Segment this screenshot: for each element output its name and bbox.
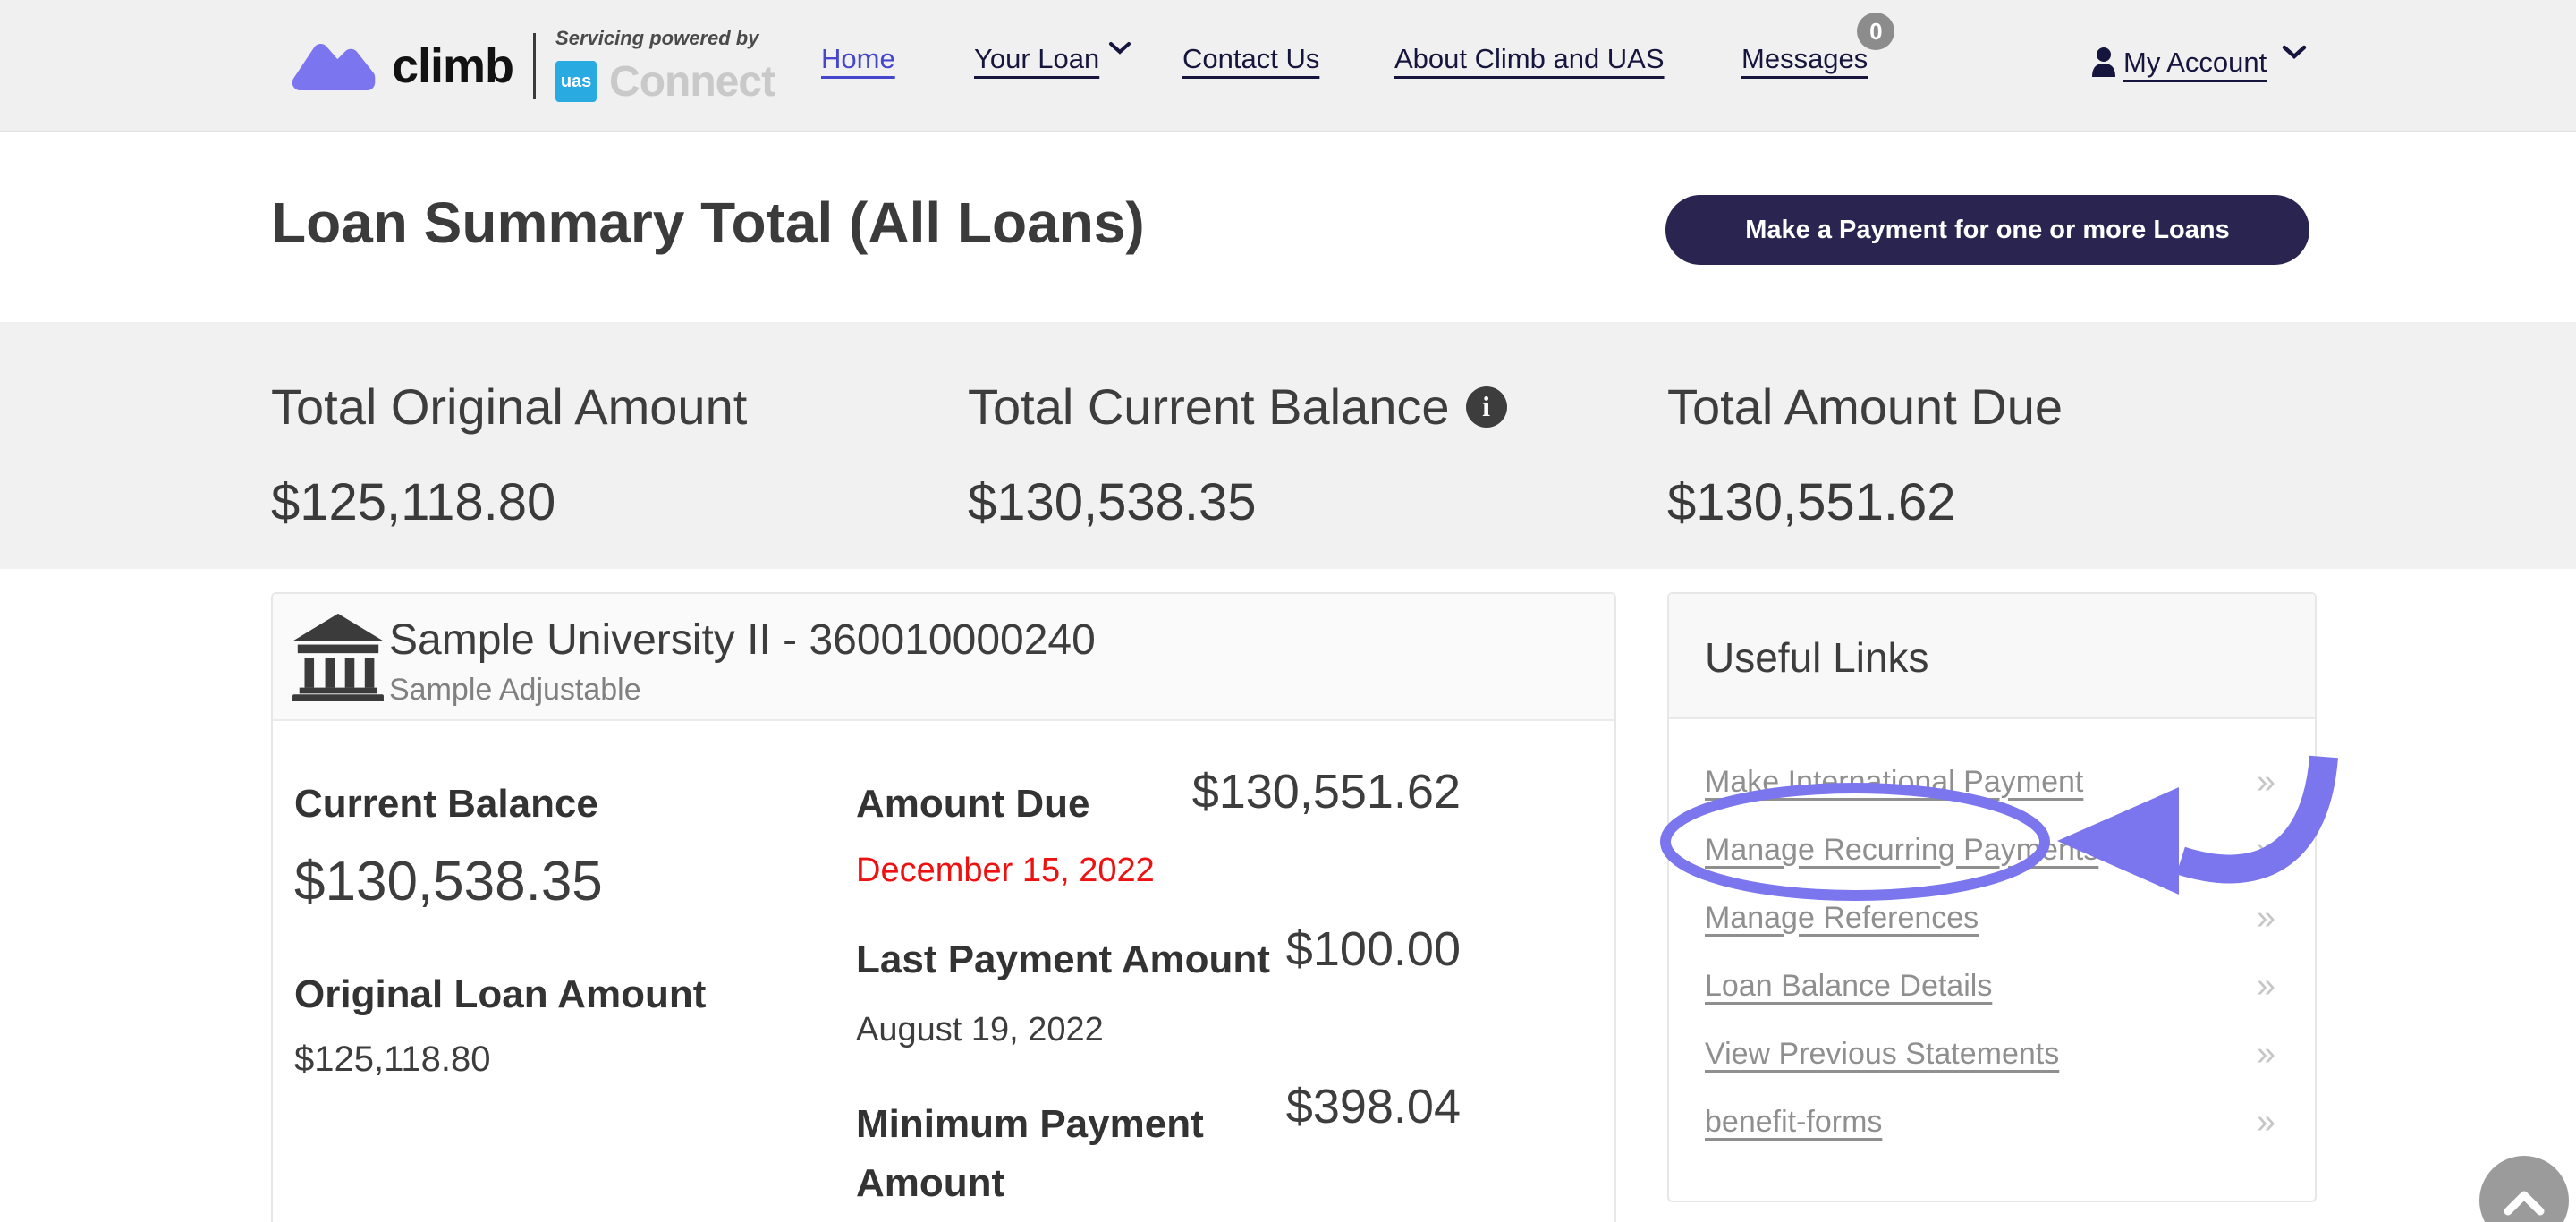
nav-contact-us-link[interactable]: Contact Us bbox=[1182, 43, 1320, 74]
servicing-lockup: Servicing powered by uas Connect bbox=[555, 27, 775, 106]
climb-logo-text: climb bbox=[392, 39, 514, 93]
messages-count-badge: 0 bbox=[1857, 13, 1895, 50]
user-icon bbox=[2092, 47, 2115, 77]
last-payment-amount-value: $100.00 bbox=[1285, 922, 1461, 976]
nav-about-link[interactable]: About Climb and UAS bbox=[1394, 43, 1665, 74]
amount-due-label: Amount Due bbox=[856, 782, 1090, 826]
total-current-balance-label: Total Current Balance i bbox=[968, 378, 1507, 436]
scroll-to-top-button[interactable] bbox=[2479, 1156, 2569, 1222]
link-row: Loan Balance Details » bbox=[1705, 961, 2275, 1011]
nav-your-loan-link[interactable]: Your Loan bbox=[974, 42, 1131, 75]
total-current-balance-text: Total Current Balance bbox=[968, 378, 1450, 435]
make-payment-button[interactable]: Make a Payment for one or more Loans bbox=[1665, 195, 2309, 265]
manage-references-link[interactable]: Manage References bbox=[1705, 900, 1979, 935]
logo-divider bbox=[533, 33, 537, 99]
loan-summary-card: Sample University II - 360010000240 Samp… bbox=[271, 592, 1616, 1222]
original-loan-amount-value: $125,118.80 bbox=[294, 1040, 491, 1079]
total-amount-due-value: $130,551.62 bbox=[1667, 473, 1956, 531]
nav-messages-link[interactable]: Messages 0 bbox=[1741, 13, 1895, 75]
nav-your-loan-label: Your Loan bbox=[974, 43, 1100, 74]
loan-title: Sample University II - 360010000240 bbox=[389, 616, 1096, 664]
amount-due-value: $130,551.62 bbox=[1191, 765, 1461, 819]
current-balance-label: Current Balance bbox=[294, 782, 598, 826]
original-loan-amount-label: Original Loan Amount bbox=[294, 972, 707, 1016]
link-row: benefit-forms » bbox=[1705, 1097, 2275, 1147]
chevron-up-icon bbox=[2504, 1191, 2545, 1216]
loan-card-header: Sample University II - 360010000240 Samp… bbox=[273, 594, 1614, 721]
top-navigation-bar: climb Servicing powered by uas Connect H… bbox=[0, 0, 2576, 132]
servicing-tagline: Servicing powered by bbox=[555, 26, 759, 49]
bank-icon bbox=[292, 613, 384, 701]
chevron-down-icon bbox=[2281, 44, 2313, 64]
minimum-payment-label: Minimum Payment Amount bbox=[856, 1102, 1204, 1205]
loan-balance-details-link[interactable]: Loan Balance Details bbox=[1705, 968, 1993, 1003]
info-icon[interactable]: i bbox=[1465, 386, 1507, 428]
uas-logo: uas bbox=[555, 61, 597, 102]
my-account-menu[interactable]: My Account bbox=[2089, 44, 2313, 79]
chevron-right-icon: » bbox=[2256, 762, 2275, 801]
useful-links-title: Useful Links bbox=[1705, 634, 1929, 681]
chevron-right-icon: » bbox=[2256, 830, 2275, 869]
minimum-payment-value: $398.04 bbox=[1285, 1080, 1461, 1133]
brand-lockup: climb Servicing powered by uas Connect bbox=[286, 25, 775, 107]
climb-mountain-icon bbox=[292, 43, 376, 90]
benefit-forms-link[interactable]: benefit-forms bbox=[1705, 1104, 1883, 1139]
useful-links-card: Useful Links Make International Payment … bbox=[1667, 592, 2317, 1202]
useful-links-header: Useful Links bbox=[1669, 594, 2315, 719]
nav-home-link[interactable]: Home bbox=[821, 43, 895, 74]
amount-due-date: December 15, 2022 bbox=[856, 852, 1155, 889]
my-account-label: My Account bbox=[2123, 47, 2267, 78]
last-payment-amount-label: Last Payment Amount bbox=[856, 938, 1270, 981]
loan-subtitle: Sample Adjustable bbox=[389, 673, 641, 707]
link-row: Make International Payment » bbox=[1705, 757, 2275, 807]
uas-connect-row: uas Connect bbox=[555, 57, 775, 106]
chevron-right-icon: » bbox=[2256, 966, 2275, 1005]
page-title: Loan Summary Total (All Loans) bbox=[271, 191, 1145, 255]
loan-totals-band: Total Original Amount $125,118.80 Total … bbox=[0, 322, 2576, 569]
link-row: Manage Recurring Payments » bbox=[1705, 825, 2275, 875]
total-original-amount-value: $125,118.80 bbox=[271, 473, 556, 531]
last-payment-date: August 19, 2022 bbox=[856, 1011, 1104, 1048]
chevron-right-icon: » bbox=[2256, 1102, 2275, 1141]
total-current-balance-value: $130,538.35 bbox=[968, 473, 1257, 531]
link-row: View Previous Statements » bbox=[1705, 1029, 2275, 1079]
chevron-right-icon: » bbox=[2256, 898, 2275, 937]
chevron-right-icon: » bbox=[2256, 1034, 2275, 1073]
total-original-amount-label: Total Original Amount bbox=[271, 378, 748, 435]
view-previous-statements-link[interactable]: View Previous Statements bbox=[1705, 1036, 2060, 1071]
make-international-payment-link[interactable]: Make International Payment bbox=[1705, 764, 2084, 799]
manage-recurring-payments-link[interactable]: Manage Recurring Payments bbox=[1705, 832, 2099, 867]
link-row: Manage References » bbox=[1705, 893, 2275, 943]
total-amount-due-label: Total Amount Due bbox=[1667, 378, 2063, 435]
chevron-down-icon bbox=[1108, 30, 1131, 63]
connect-logo-text: Connect bbox=[609, 57, 775, 106]
current-balance-value: $130,538.35 bbox=[294, 851, 603, 912]
nav-messages-label: Messages bbox=[1741, 43, 1868, 74]
